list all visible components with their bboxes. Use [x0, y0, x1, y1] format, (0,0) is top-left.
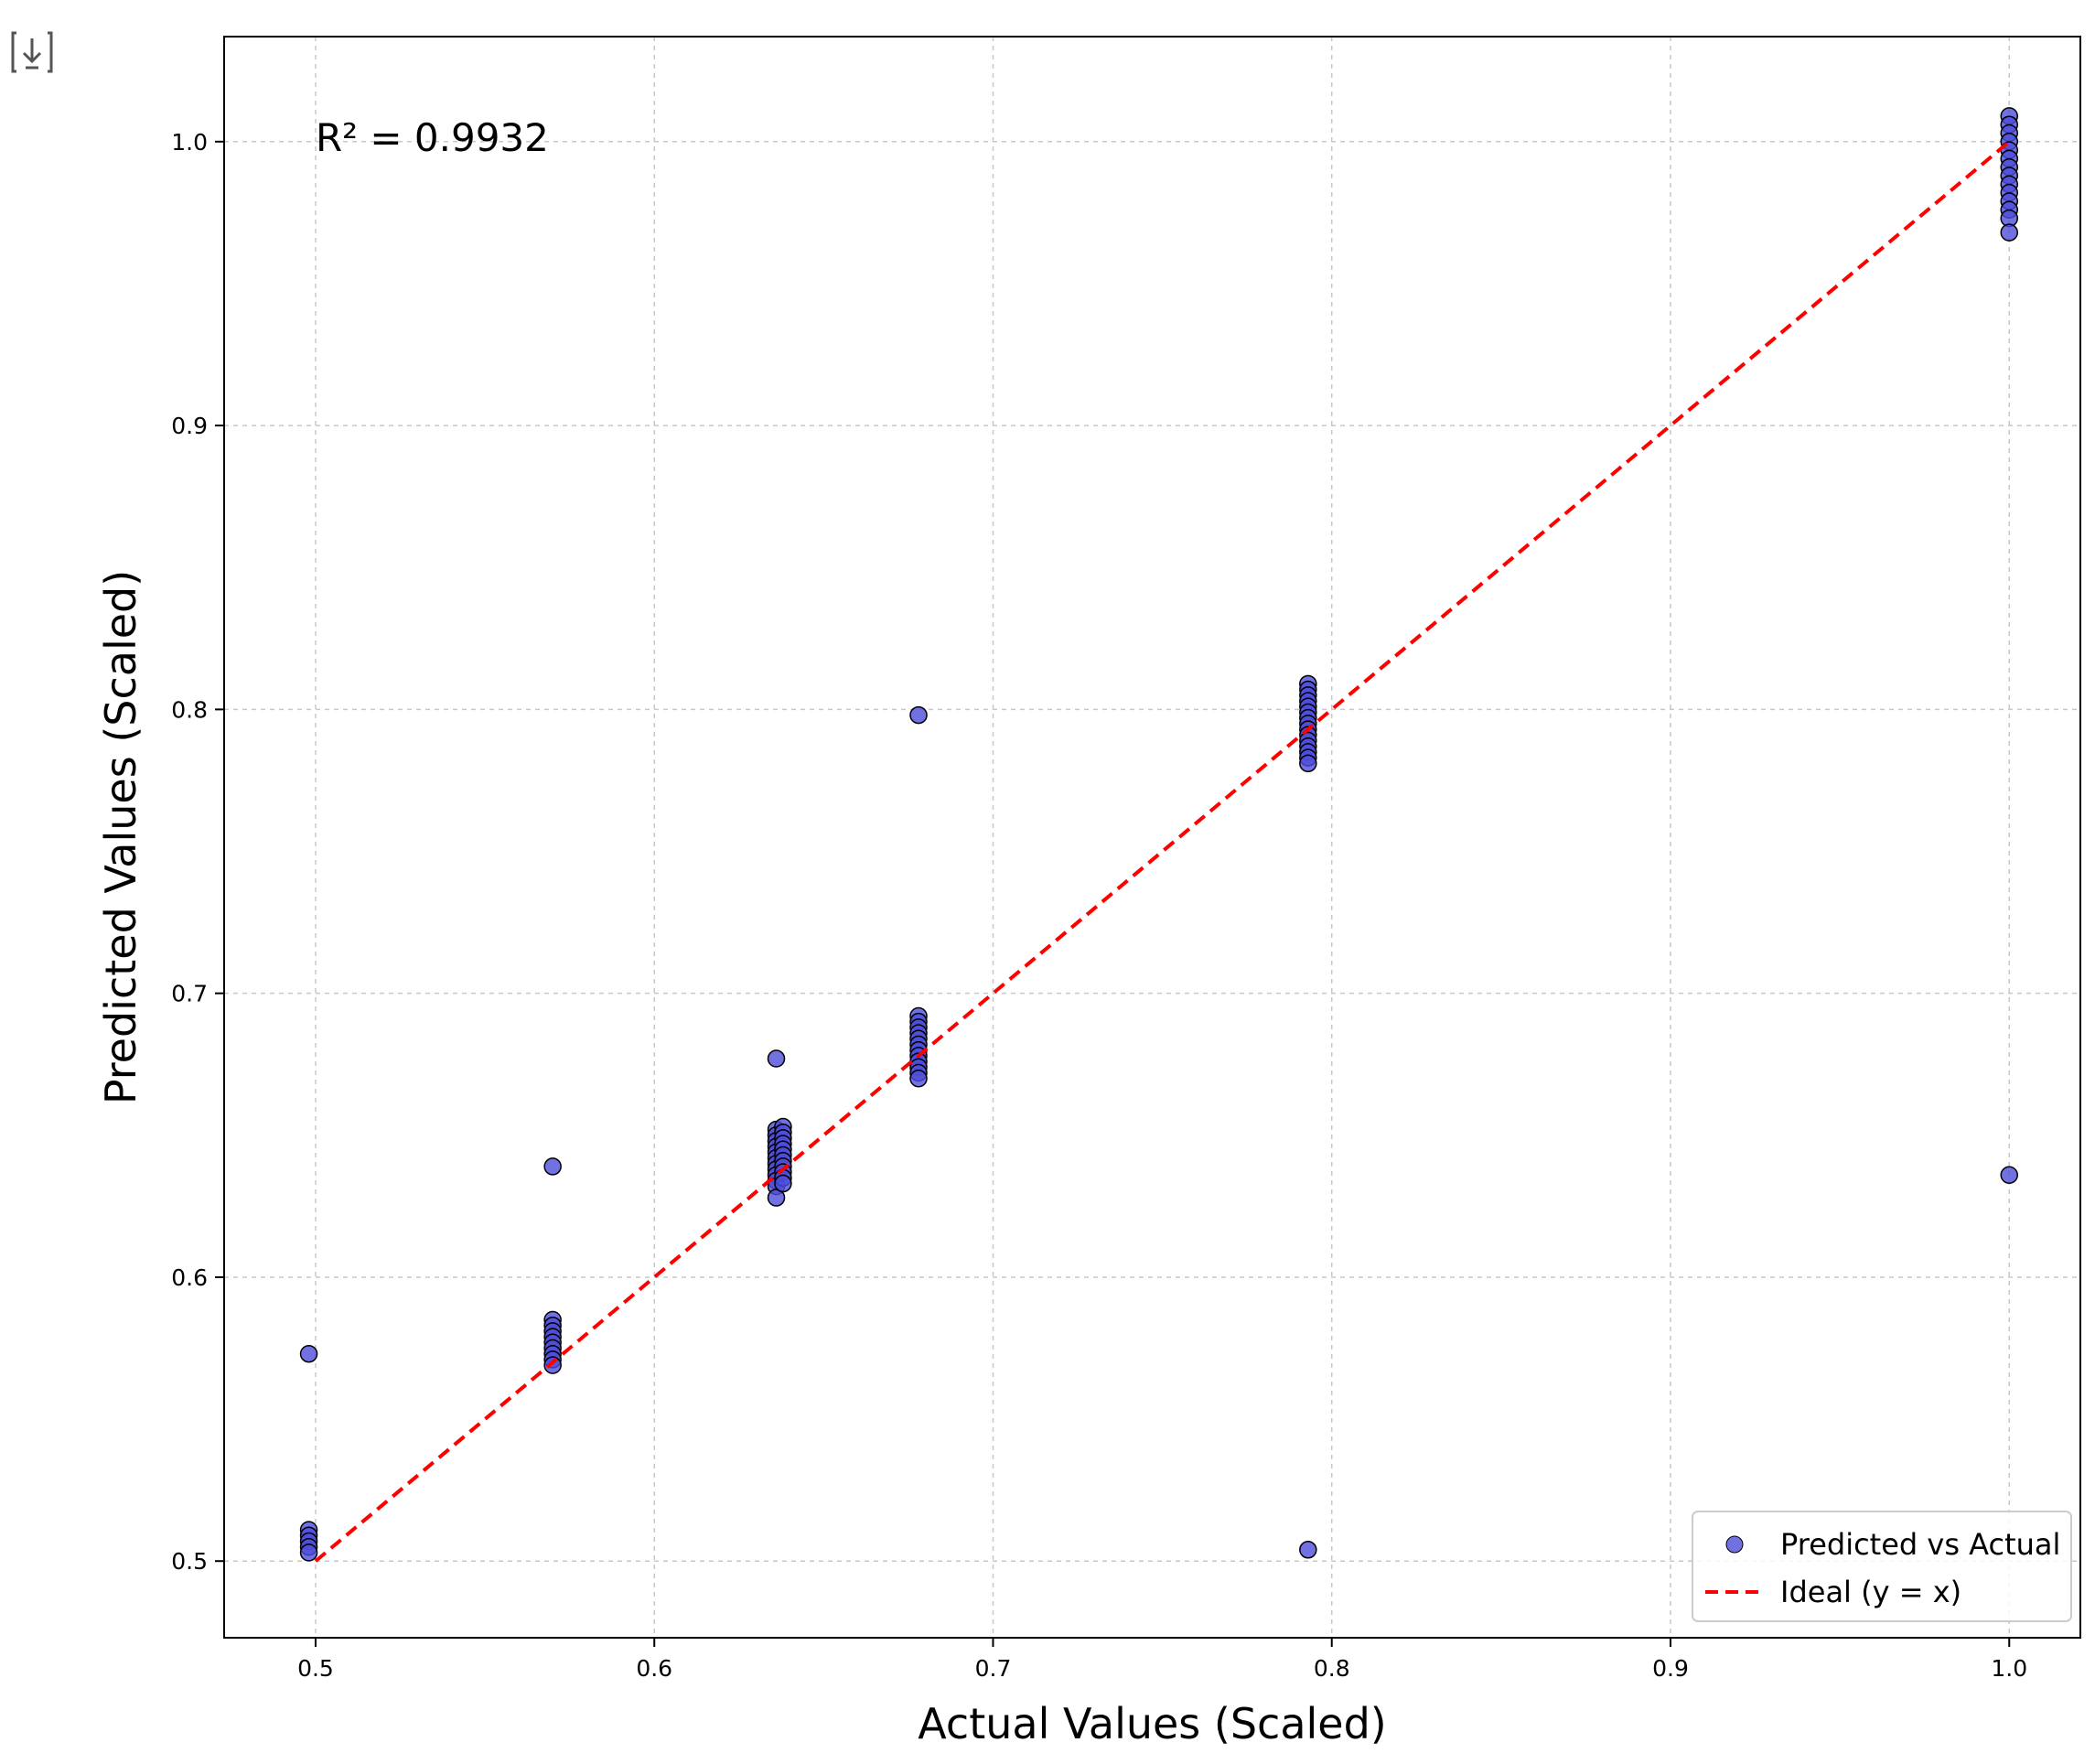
scatter-point	[299, 1544, 318, 1562]
y-tick-label: 0.8	[171, 696, 208, 723]
scatter-point	[909, 1069, 928, 1088]
x-tick-label: 0.8	[1314, 1655, 1350, 1682]
ideal-line	[314, 140, 2011, 1563]
y-tick-label: 1.0	[171, 129, 208, 156]
legend-box	[1692, 1511, 2072, 1622]
scatter-point	[543, 1157, 562, 1176]
scatter-point	[1299, 754, 1317, 773]
y-tick-label: 0.9	[171, 413, 208, 439]
x-tick-label: 1.0	[1991, 1655, 2027, 1682]
legend-label-line: Ideal (y = x)	[1780, 1575, 1961, 1609]
y-axis-label: Predicted Values (Scaled)	[96, 570, 145, 1104]
scatter-point	[767, 1049, 786, 1068]
legend-marker-scatter	[1725, 1535, 1744, 1554]
scatter-point	[909, 705, 928, 725]
axis-ticks: 0.5 0.6 0.7 0.8 0.9 1.0 0.5 0.6 0.7 0.8 0.9 1.0	[171, 129, 2027, 1682]
scatter-point	[1299, 1541, 1317, 1559]
x-tick-label: 0.5	[297, 1655, 334, 1682]
y-tick-label: 0.6	[171, 1264, 208, 1291]
scatter-point	[774, 1174, 792, 1193]
y-tick-label: 0.5	[171, 1548, 208, 1575]
scatter-point	[2000, 223, 2018, 242]
scatter-points	[299, 107, 2018, 1562]
x-tick-label: 0.9	[1652, 1655, 1689, 1682]
grid-lines	[224, 37, 2080, 1638]
x-tick-label: 0.7	[975, 1655, 1012, 1682]
legend: Predicted vs Actual Ideal (y = x)	[1692, 1511, 2072, 1622]
output-expand-icon[interactable]	[9, 27, 55, 77]
x-axis-label: Actual Values (Scaled)	[918, 1699, 1387, 1748]
r-squared-annotation: R² = 0.9932	[316, 115, 549, 160]
plot-area	[223, 36, 2081, 1639]
scatter-point	[767, 1189, 786, 1207]
scatter-point	[2000, 1166, 2018, 1184]
x-tick-label: 0.6	[636, 1655, 672, 1682]
y-tick-label: 0.7	[171, 981, 208, 1007]
legend-label-scatter: Predicted vs Actual	[1780, 1527, 2060, 1562]
scatter-point	[299, 1344, 318, 1363]
